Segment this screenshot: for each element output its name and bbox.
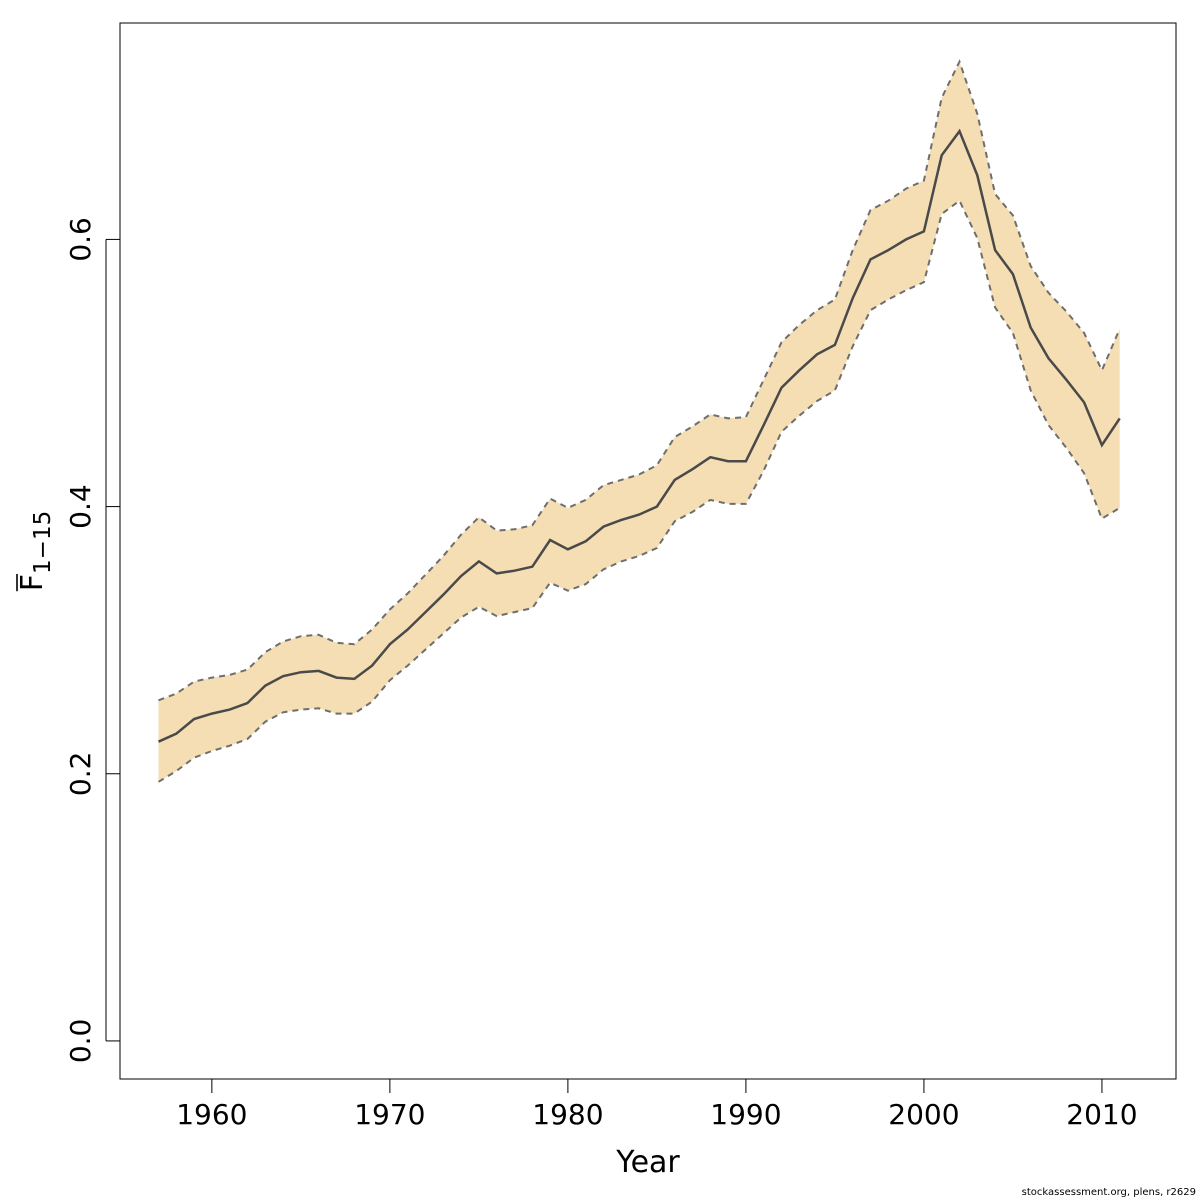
upper-bound-line [158, 59, 1121, 702]
svg-text:F1−15: F1−15 [15, 511, 56, 591]
x-tick-label: 1970 [354, 1098, 425, 1131]
x-tick-label: 1990 [710, 1098, 781, 1131]
confidence-bounds [157, 59, 1121, 783]
y-axis: 0.0 0.2 0.4 0.6 [64, 217, 120, 1063]
x-tick-label: 2000 [888, 1098, 959, 1131]
credit-text: stockassessment.org, plens, r2629 [1021, 1187, 1196, 1198]
y-axis-title-subscript: 1−15 [30, 511, 56, 574]
x-tick-label: 1960 [176, 1098, 247, 1131]
y-tick-label: 0.0 [64, 1019, 97, 1064]
estimate-series-line [157, 128, 1121, 743]
x-tick-label: 2010 [1066, 1098, 1137, 1131]
x-tick-label: 1980 [532, 1098, 603, 1131]
y-tick-label: 0.4 [64, 484, 97, 529]
y-tick-label: 0.6 [64, 217, 97, 262]
y-axis-title: F1−15 [15, 511, 56, 592]
estimate-line [157, 128, 1121, 743]
x-axis-title: Year [615, 1145, 680, 1180]
x-axis: 1960 1970 1980 1990 2000 2010 [176, 1078, 1138, 1131]
y-axis-title-main: F [15, 574, 50, 591]
y-tick-label: 0.2 [64, 752, 97, 797]
lower-bound-line [157, 199, 1121, 783]
